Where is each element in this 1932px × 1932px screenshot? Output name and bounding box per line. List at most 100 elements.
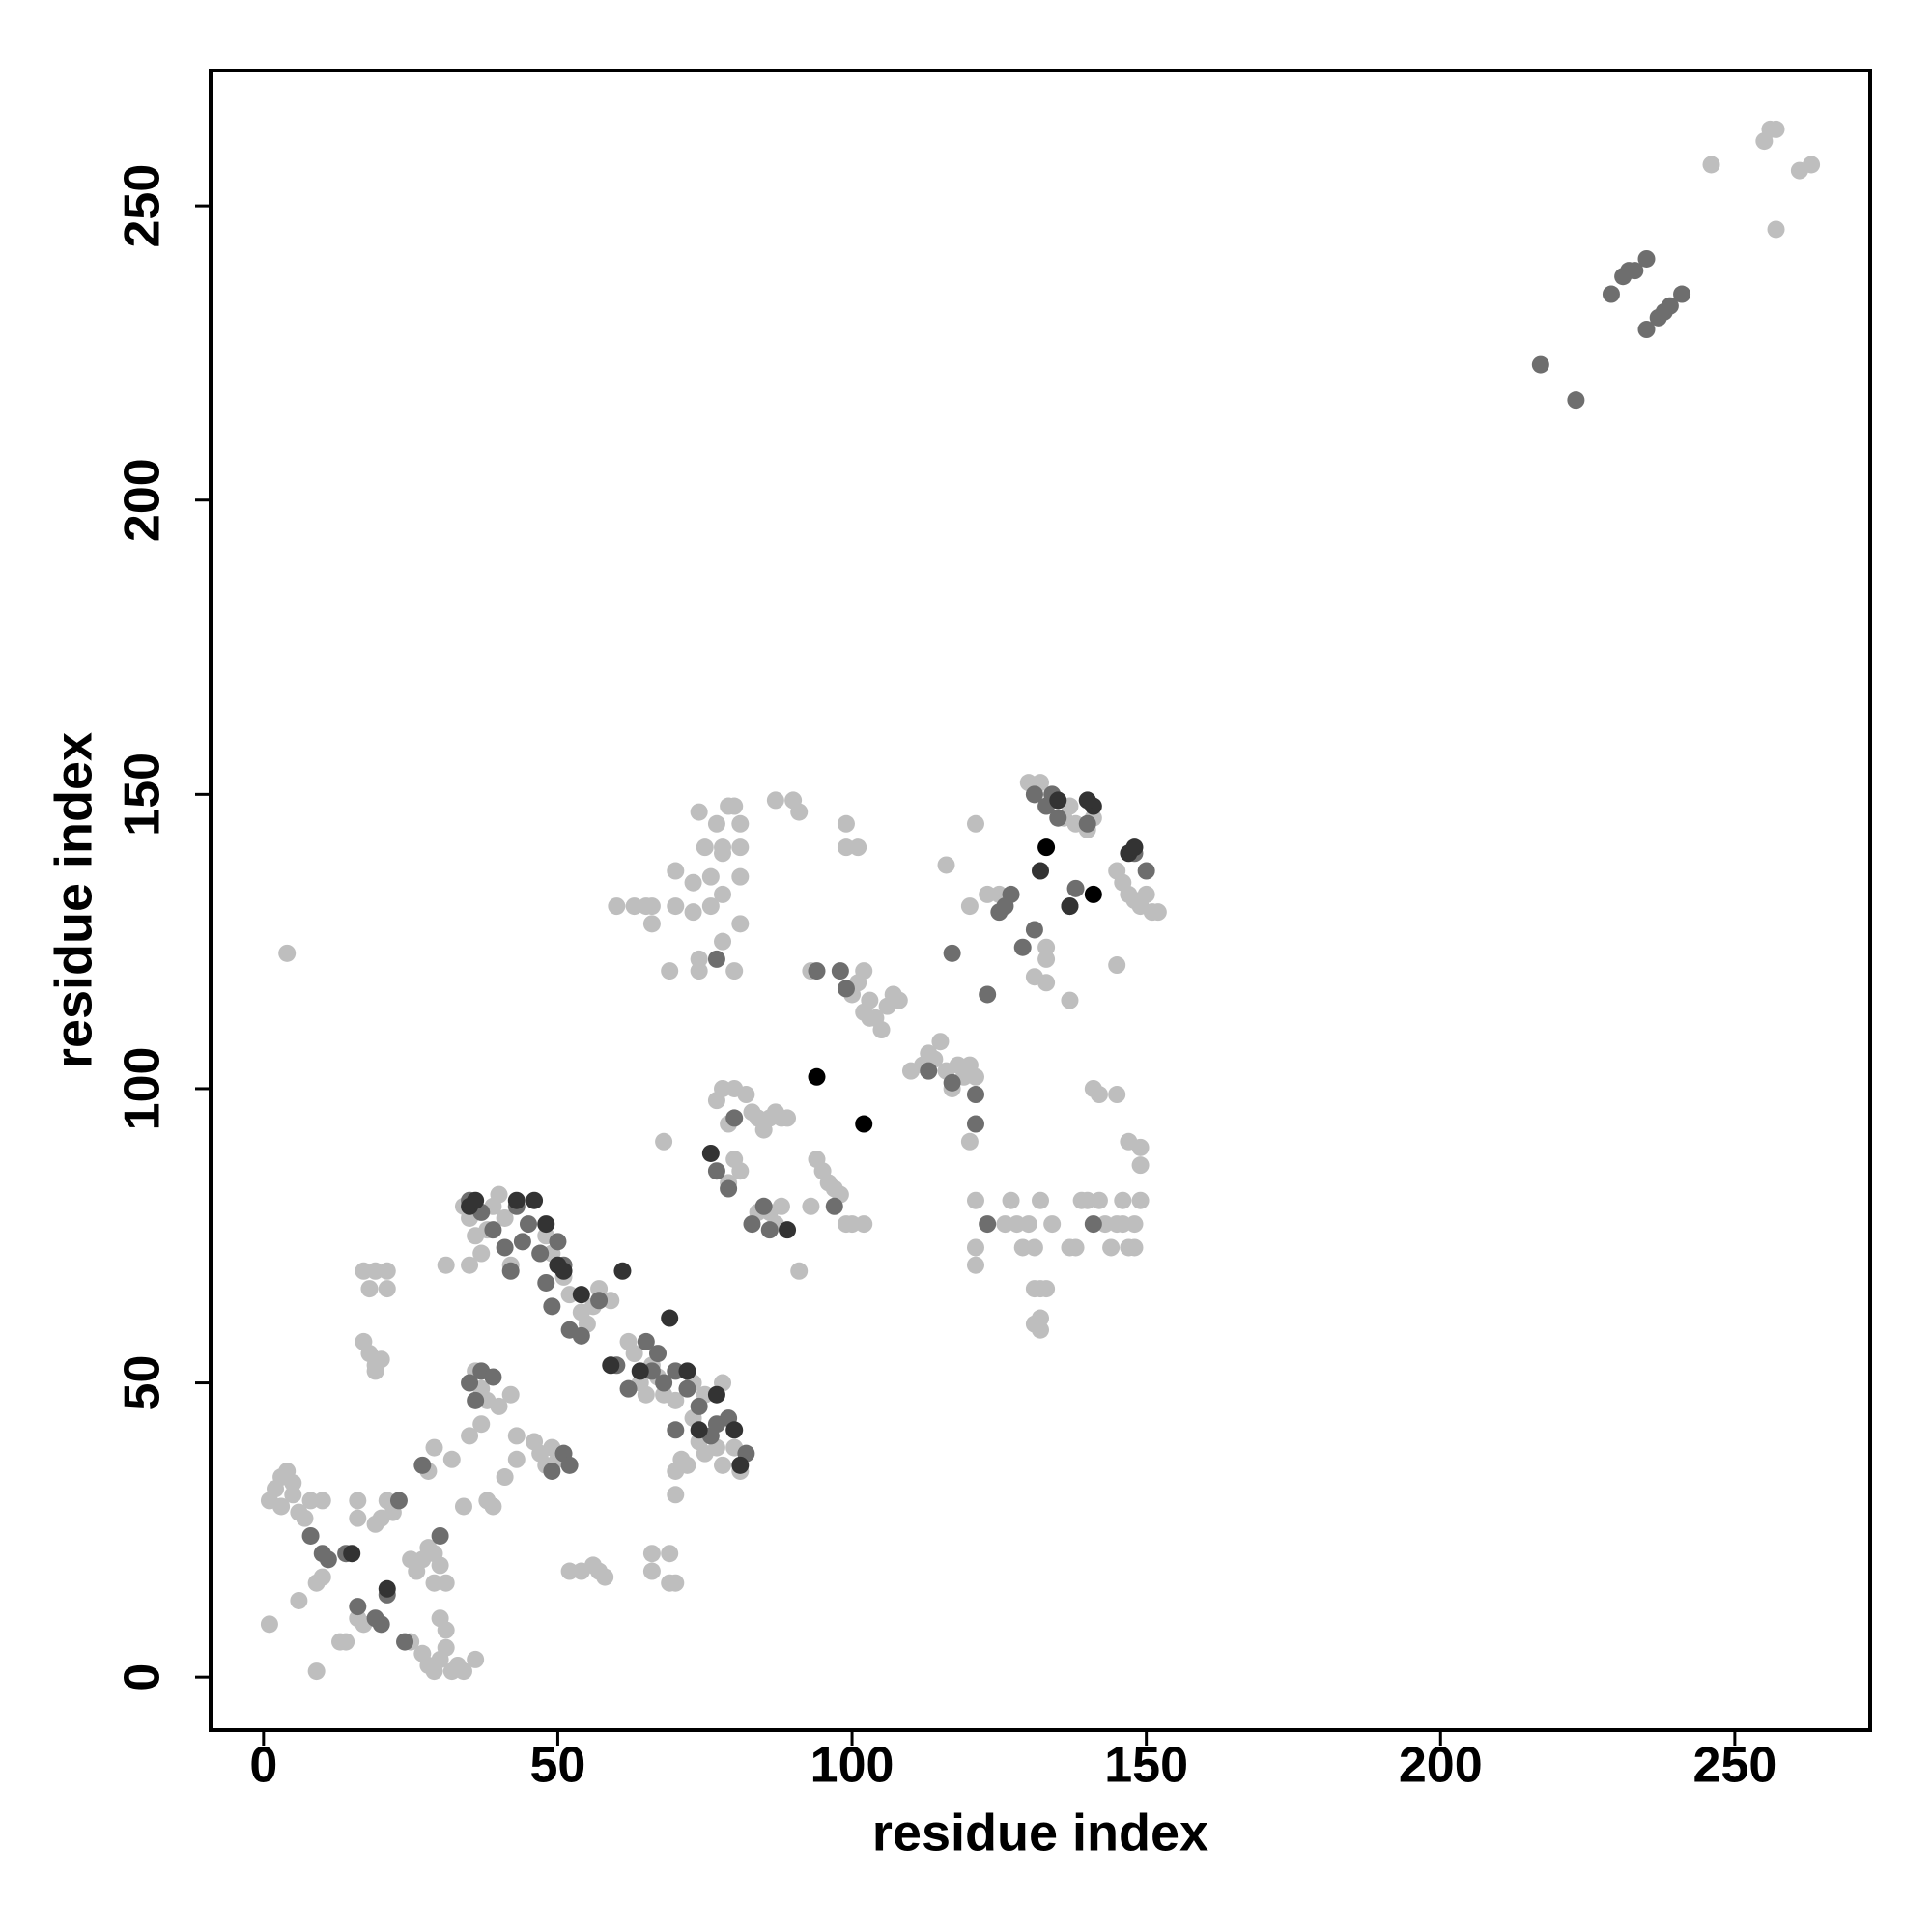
contact-point — [1149, 903, 1167, 922]
contact-point — [890, 991, 908, 1009]
contact-point — [649, 1345, 668, 1363]
contact-point — [707, 950, 725, 968]
contact-point — [637, 1332, 655, 1350]
contact-point — [678, 1379, 696, 1398]
contact-point — [731, 838, 750, 857]
contact-point — [437, 1621, 455, 1639]
contact-point — [343, 1545, 361, 1563]
contact-point — [507, 1450, 526, 1468]
y-tick-label: 50 — [115, 1355, 171, 1411]
contact-point — [1066, 879, 1085, 897]
contact-point — [779, 1109, 797, 1127]
contact-point — [684, 903, 702, 922]
contact-point — [349, 1598, 367, 1616]
contact-point — [1066, 1238, 1085, 1257]
contact-point — [743, 1215, 761, 1234]
contact-point — [701, 867, 720, 886]
contact-point — [372, 1615, 390, 1634]
contact-point — [366, 1356, 384, 1375]
contact-point — [831, 962, 849, 980]
contact-point — [313, 1492, 331, 1510]
contact-point — [701, 897, 720, 916]
contact-point — [1661, 297, 1679, 315]
contact-point — [378, 1579, 396, 1598]
contact-point — [472, 1244, 491, 1263]
contact-point — [313, 1568, 331, 1586]
contact-point — [667, 1421, 685, 1439]
contact-point — [661, 962, 679, 980]
contact-point — [290, 1591, 308, 1609]
contact-point — [572, 1286, 590, 1304]
contact-point — [437, 1256, 455, 1274]
contact-point — [790, 803, 809, 821]
contact-point — [707, 814, 725, 833]
contact-point — [837, 814, 855, 833]
contact-point — [501, 1385, 520, 1404]
contact-point — [467, 1191, 485, 1209]
contact-point — [1002, 885, 1020, 903]
contact-point — [1061, 991, 1079, 1009]
contact-point — [872, 1021, 891, 1039]
y-tick-label: 150 — [115, 753, 171, 837]
contact-point — [966, 814, 984, 833]
contact-point — [760, 1221, 779, 1239]
contact-point — [714, 885, 732, 903]
contact-point — [431, 1526, 449, 1545]
contact-point — [484, 1497, 502, 1516]
contact-point — [284, 1474, 302, 1492]
contact-point — [1131, 1156, 1150, 1175]
contact-point — [960, 897, 979, 916]
contact-point — [707, 1385, 725, 1404]
contact-point — [714, 1456, 732, 1474]
contact-point — [608, 897, 626, 916]
contact-point — [920, 1062, 938, 1080]
contact-point — [855, 1115, 873, 1133]
contact-point — [437, 1574, 455, 1592]
contact-point — [1767, 120, 1785, 138]
contact-point — [1032, 862, 1049, 880]
contact-point — [667, 1486, 685, 1504]
contact-point — [1049, 809, 1067, 827]
contact-point — [437, 1638, 455, 1657]
contact-point — [825, 1197, 843, 1215]
contact-point — [655, 1374, 673, 1392]
contact-point — [496, 1238, 514, 1257]
contact-point — [979, 1215, 997, 1234]
contact-point — [513, 1233, 531, 1251]
contact-point — [1084, 1215, 1102, 1234]
x-tick-label: 200 — [1399, 1738, 1483, 1794]
contact-point — [1702, 156, 1720, 174]
contact-point — [613, 1262, 632, 1280]
contact-point — [779, 1221, 797, 1239]
contact-point — [531, 1244, 550, 1263]
contact-point — [490, 1397, 508, 1415]
contact-point — [496, 1468, 514, 1487]
contact-point — [1114, 1191, 1132, 1209]
contact-point — [526, 1191, 544, 1209]
contact-point — [425, 1438, 443, 1457]
x-tick-label: 250 — [1692, 1738, 1776, 1794]
contact-point — [307, 1662, 326, 1681]
contact-point — [642, 1562, 661, 1580]
contact-point — [467, 1650, 485, 1668]
contact-point — [661, 1309, 679, 1327]
contact-point — [472, 1415, 491, 1434]
contact-point — [1090, 1191, 1108, 1209]
contact-point — [690, 1397, 708, 1415]
contact-point — [690, 962, 708, 980]
contact-point — [790, 1262, 809, 1280]
contact-point — [661, 1545, 679, 1563]
contact-point — [1025, 1238, 1043, 1257]
contact-point — [1025, 785, 1043, 804]
contact-point — [855, 962, 873, 980]
contact-point — [1037, 950, 1056, 968]
contact-point — [1037, 974, 1056, 992]
contact-point — [596, 1568, 614, 1586]
contact-point — [855, 1215, 873, 1234]
contact-point — [1131, 1191, 1150, 1209]
x-tick-label: 150 — [1104, 1738, 1188, 1794]
contact-point — [1131, 1138, 1150, 1156]
contact-point — [496, 1208, 514, 1227]
contact-point — [966, 1086, 984, 1104]
contact-point — [808, 962, 826, 980]
